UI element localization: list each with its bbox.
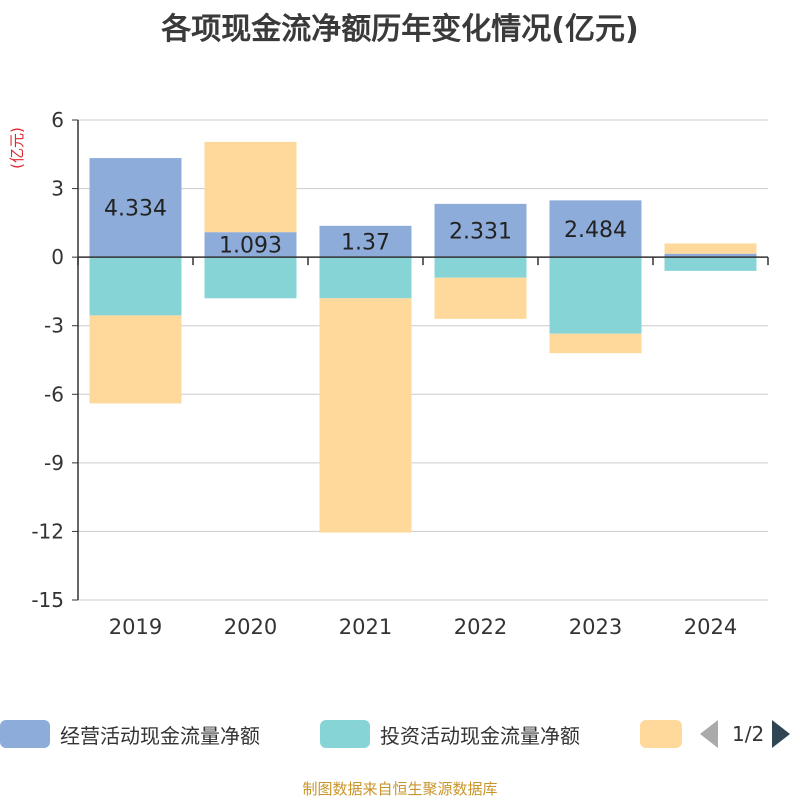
bar-s1-2020[interactable] [204, 257, 297, 299]
y-tick-label: -15 [31, 588, 64, 612]
x-tick-label: 2020 [224, 615, 277, 639]
bar-s2-2023[interactable] [549, 333, 642, 354]
x-tick-label: 2023 [569, 615, 622, 639]
bar-s1-2022[interactable] [434, 257, 527, 278]
bar-s0-2021[interactable] [319, 225, 412, 258]
y-tick-label: 3 [51, 177, 64, 201]
legend-label-investing: 投资活动现金流量净额 [380, 723, 580, 748]
y-axis-label: (亿元) [8, 127, 26, 169]
legend-swatch-operating [0, 720, 50, 748]
y-tick-label: -12 [31, 519, 64, 543]
x-tick-label: 2021 [339, 615, 392, 639]
chart-title: 各项现金流净额历年变化情况(亿元) [161, 12, 639, 47]
source-note: 制图数据来自恒生聚源数据库 [302, 780, 498, 798]
data-label: 4.334 [104, 197, 167, 222]
bar-s1-2023[interactable] [549, 257, 642, 334]
bar-s0-2024[interactable] [664, 253, 757, 258]
bar-s2-2020[interactable] [204, 141, 297, 233]
pager-prev-icon[interactable] [700, 720, 718, 748]
data-label: 1.37 [341, 230, 390, 255]
pager-next-icon[interactable] [772, 720, 791, 748]
legend-item-operating[interactable]: 经营活动现金流量净额 [0, 720, 260, 748]
axis-layer: 6 3 0 -3 -6 -9 -12 -15 2019 2020 2021 2022 2023 2024 [31, 108, 769, 639]
label-layer: 4.334 1.093 1.37 2.331 2.484 [104, 197, 627, 259]
bar-s1-2019[interactable] [89, 257, 182, 316]
data-label: 1.093 [219, 234, 282, 259]
x-tick-label: 2019 [109, 615, 162, 639]
pager-text: 1/2 [732, 722, 765, 746]
legend-pager: 1/2 [700, 720, 791, 748]
bar-layer [89, 141, 757, 533]
y-tick-label: -3 [44, 314, 64, 338]
bar-s2-2019[interactable] [89, 315, 182, 404]
y-tick-label: 0 [51, 245, 64, 269]
bar-s0-2022[interactable] [434, 203, 527, 258]
legend-swatch-investing [320, 720, 370, 748]
legend-item-investing[interactable]: 投资活动现金流量净额 [320, 720, 580, 748]
bar-s0-2019[interactable] [89, 158, 182, 258]
data-label: 2.331 [449, 220, 512, 245]
bar-s0-2020[interactable] [204, 232, 297, 258]
legend-item-third[interactable] [640, 720, 682, 748]
legend-label-operating: 经营活动现金流量净额 [60, 723, 260, 748]
y-tick-label: -6 [44, 382, 64, 406]
bar-s2-2022[interactable] [434, 277, 527, 319]
bar-s1-2021[interactable] [319, 257, 412, 299]
data-label: 2.484 [564, 218, 627, 243]
x-tick-label: 2022 [454, 615, 507, 639]
bar-s1-2024[interactable] [664, 257, 757, 271]
bar-s2-2021[interactable] [319, 298, 412, 533]
bar-s0-2023[interactable] [549, 200, 642, 258]
legend: 经营活动现金流量净额 投资活动现金流量净额 1/2 [0, 712, 800, 756]
y-tick-label: -9 [44, 451, 64, 475]
x-tick-label: 2024 [684, 615, 737, 639]
bar-s2-2024[interactable] [664, 243, 757, 254]
y-tick-label: 6 [51, 108, 64, 132]
legend-swatch-third [640, 720, 682, 748]
